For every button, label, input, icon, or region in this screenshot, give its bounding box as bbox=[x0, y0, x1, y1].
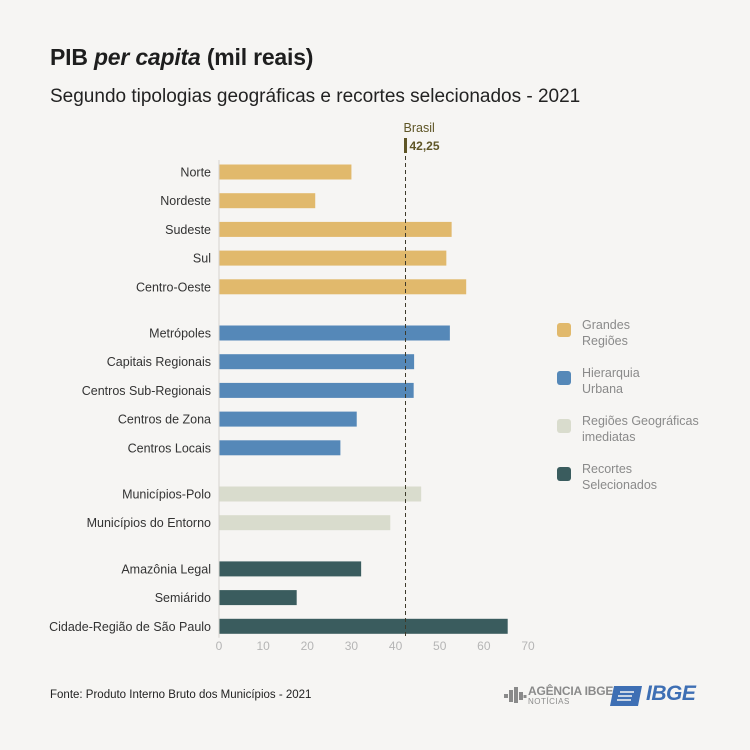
bar-3 bbox=[219, 250, 447, 266]
legend-label-line2: Regiões bbox=[582, 334, 628, 348]
bar-4 bbox=[219, 279, 467, 295]
category-label-10: Municípios-Polo bbox=[122, 488, 211, 502]
bar-12 bbox=[219, 561, 362, 577]
reference-line-group: Brasil 42,25 bbox=[404, 121, 440, 636]
source-note: Fonte: Produto Interno Bruto dos Municíp… bbox=[50, 689, 312, 701]
bars-layer bbox=[219, 164, 508, 634]
category-label-3: Sul bbox=[193, 252, 211, 266]
legend-label-line2: Urbana bbox=[582, 382, 623, 396]
category-label-4: Centro-Oeste bbox=[136, 280, 211, 294]
bar-6 bbox=[219, 354, 415, 370]
x-tick-label-5: 50 bbox=[433, 639, 447, 653]
legend-label-line2: Selecionados bbox=[582, 478, 658, 492]
bar-2 bbox=[219, 221, 452, 237]
category-labels: Norte Nordeste Sudeste Sul Centro-Oeste Metró… bbox=[49, 166, 211, 634]
category-label-6: Capitais Regionais bbox=[107, 355, 211, 369]
bar-7 bbox=[219, 382, 414, 398]
title-tail: (mil reais) bbox=[206, 44, 314, 70]
category-label-0: Norte bbox=[180, 166, 211, 180]
agencia-title: AGÊNCIA IBGE bbox=[528, 684, 614, 698]
category-label-5: Metrópoles bbox=[149, 327, 211, 341]
category-label-9: Centros Locais bbox=[128, 441, 211, 455]
legend-swatch bbox=[557, 419, 571, 433]
brasil-label: Brasil bbox=[404, 121, 435, 135]
bar-chart: Norte Nordeste Sudeste Sul Centro-Oeste Metró… bbox=[49, 121, 535, 653]
bar-0 bbox=[219, 164, 352, 180]
category-label-2: Sudeste bbox=[165, 223, 211, 237]
legend-label-line1: Grandes bbox=[582, 318, 630, 332]
agencia-subtitle: NOTÍCIAS bbox=[528, 697, 570, 706]
legend-label-line2: imediatas bbox=[582, 430, 636, 444]
category-label-1: Nordeste bbox=[160, 194, 211, 208]
legend-swatch bbox=[557, 371, 571, 385]
brasil-value-label: 42,25 bbox=[410, 139, 440, 153]
ibge-wordmark: IBGE bbox=[646, 682, 696, 705]
category-label-13: Semiárido bbox=[155, 591, 211, 605]
legend-label-line1: Regiões Geográficas bbox=[582, 414, 699, 428]
x-tick-label-2: 20 bbox=[301, 639, 315, 653]
category-label-7: Centros Sub-Regionais bbox=[82, 384, 211, 398]
legend-label-line1: Recortes bbox=[582, 462, 633, 476]
title-italic: per capita bbox=[93, 44, 201, 70]
ibge-logo-icon bbox=[610, 686, 642, 706]
legend-label: Hierarquia Urbana bbox=[582, 365, 750, 397]
chart-subtitle: Segundo tipologias geográficas e recorte… bbox=[50, 86, 581, 107]
legend-label: Grandes Regiões bbox=[582, 317, 750, 349]
category-label-8: Centros de Zona bbox=[118, 413, 211, 427]
x-tick-label-0: 0 bbox=[216, 639, 223, 653]
x-tick-label-4: 40 bbox=[389, 639, 403, 653]
brasil-marker bbox=[404, 138, 408, 153]
legend-label: Recortes Selecionados bbox=[582, 461, 750, 493]
bar-10 bbox=[219, 486, 422, 502]
legend-swatch bbox=[557, 467, 571, 481]
bar-1 bbox=[219, 193, 316, 209]
bar-11 bbox=[219, 515, 391, 531]
bar-5 bbox=[219, 325, 450, 341]
category-label-12: Amazônia Legal bbox=[121, 562, 211, 576]
bar-8 bbox=[219, 411, 357, 427]
x-tick-label-6: 60 bbox=[477, 639, 491, 653]
legend-label: Regiões Geográficas imediatas bbox=[582, 413, 750, 445]
category-label-11: Municípios do Entorno bbox=[87, 516, 211, 530]
x-tick-label-1: 10 bbox=[256, 639, 270, 653]
title-main: PIB bbox=[50, 44, 88, 70]
x-axis: 0 10 20 30 40 50 60 70 bbox=[216, 160, 535, 653]
bar-9 bbox=[219, 440, 341, 456]
agencia-ibge-logo-icon bbox=[504, 687, 527, 703]
bar-14 bbox=[219, 618, 508, 634]
x-tick-label-3: 30 bbox=[345, 639, 359, 653]
bar-13 bbox=[219, 590, 297, 606]
chart-title: PIB per capita (mil reais) bbox=[50, 44, 313, 71]
legend-label-line1: Hierarquia bbox=[582, 366, 640, 380]
category-label-14: Cidade-Região de São Paulo bbox=[49, 620, 211, 634]
legend-swatch bbox=[557, 323, 571, 337]
x-tick-label-7: 70 bbox=[521, 639, 535, 653]
